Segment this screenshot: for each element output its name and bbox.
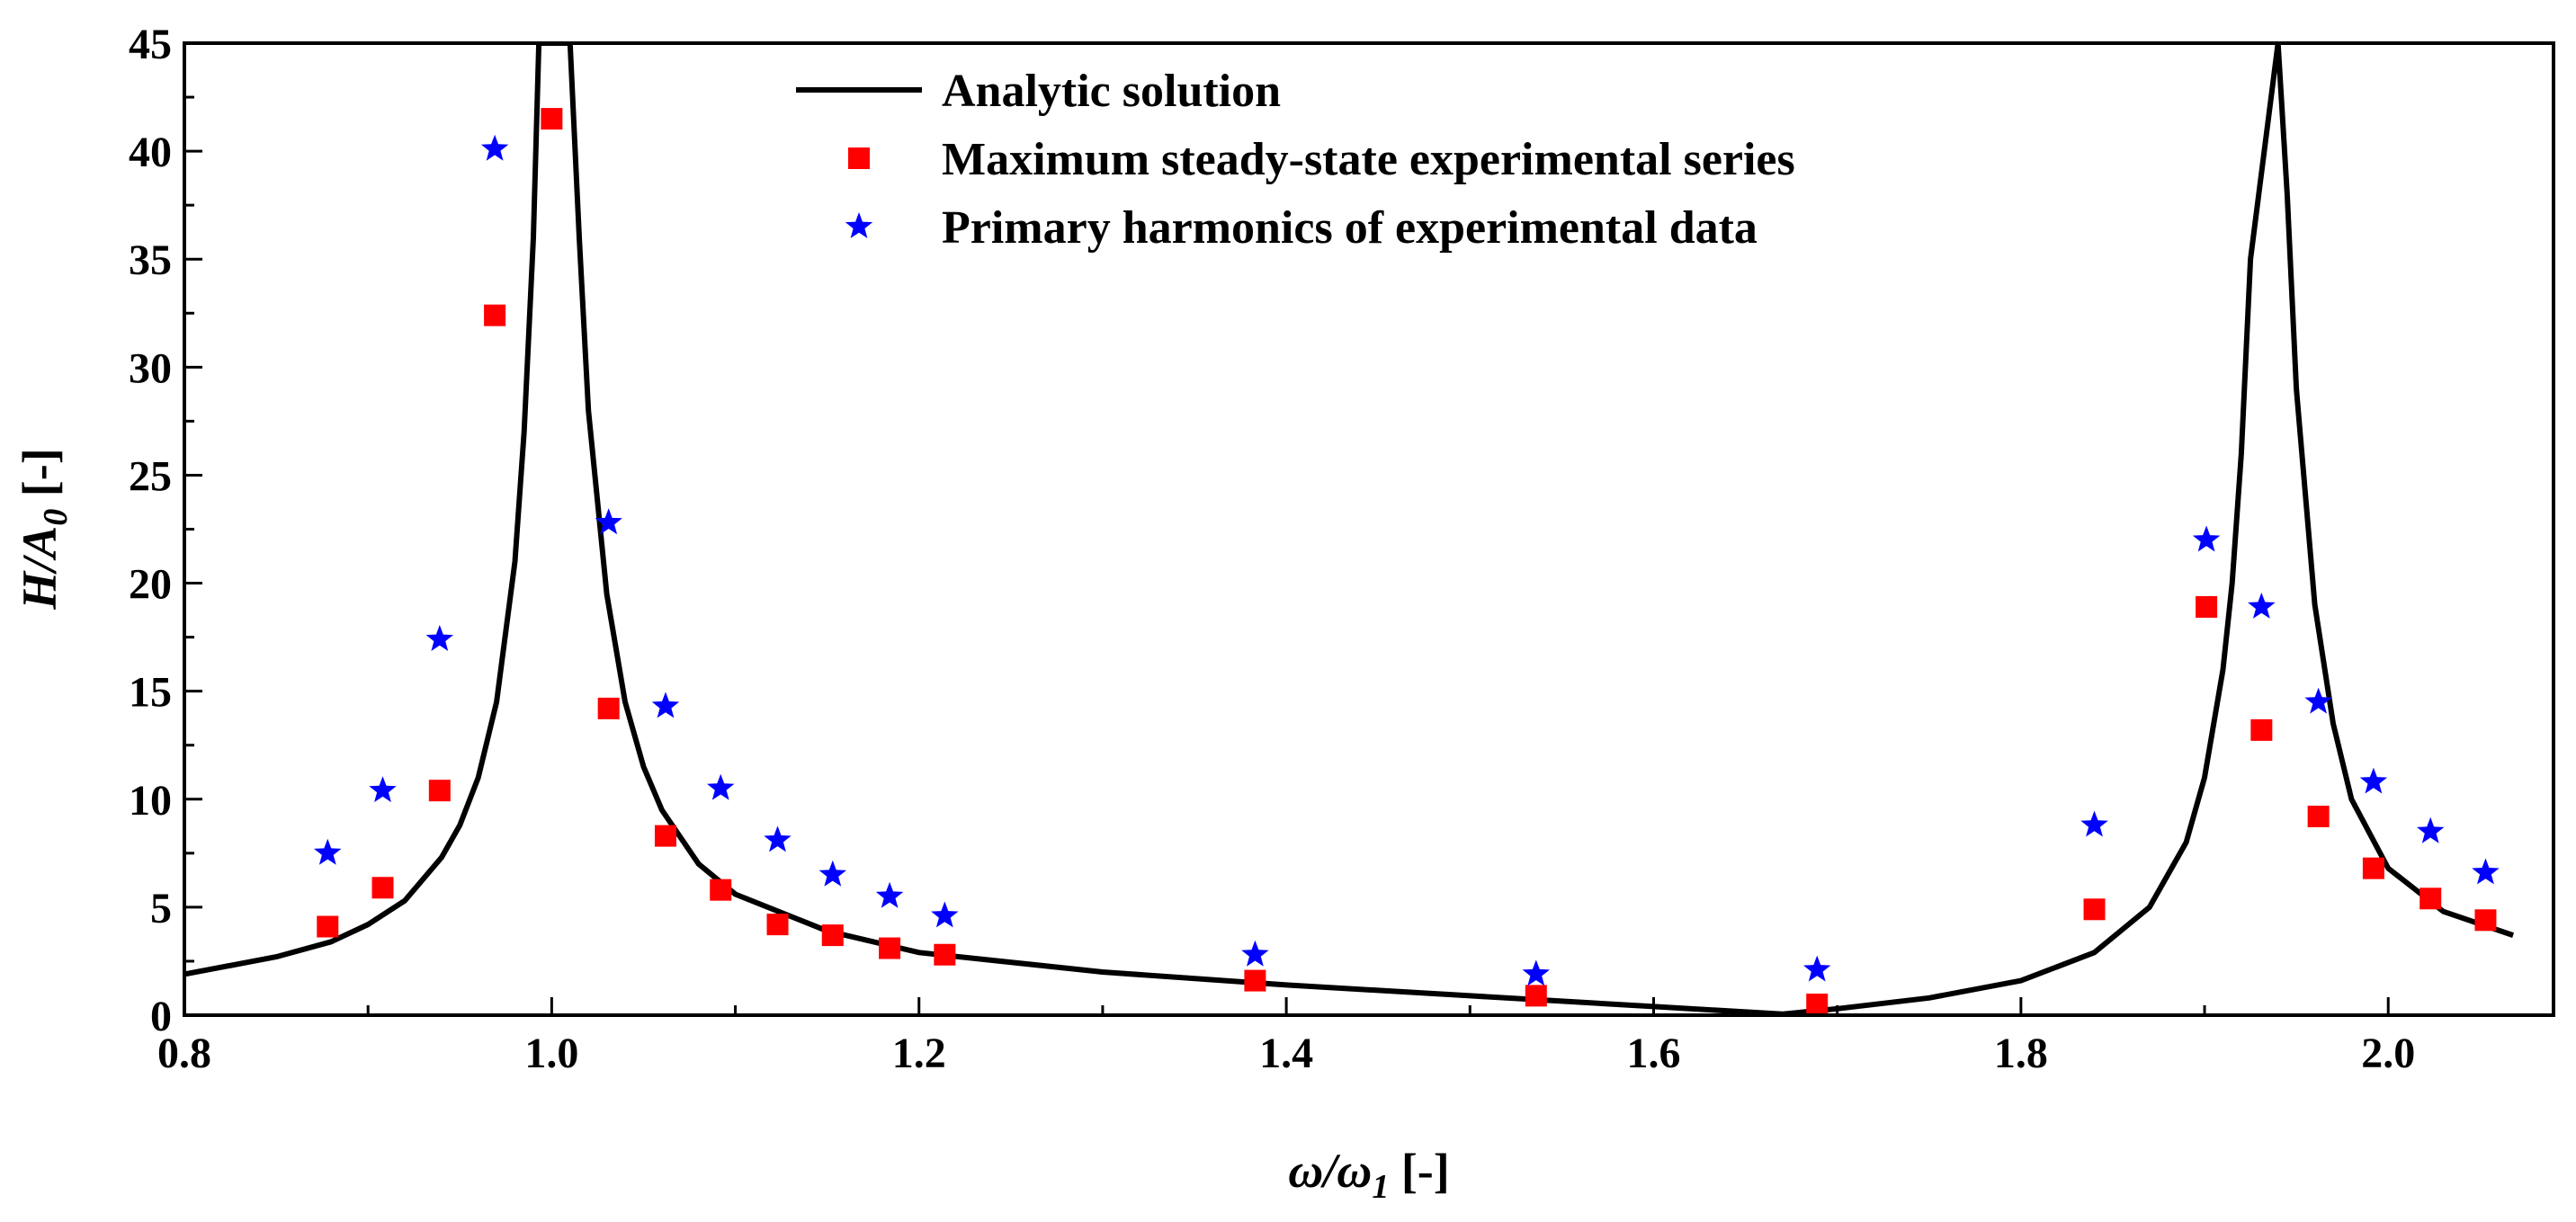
harmonic-point bbox=[369, 776, 397, 803]
legend-star-marker bbox=[845, 212, 873, 238]
harmonic-point bbox=[2080, 810, 2108, 837]
y-axis-label: H/A0 [-] bbox=[13, 448, 75, 610]
x-tick-label: 2.0 bbox=[2361, 1030, 2415, 1077]
steady-state-point bbox=[317, 915, 339, 938]
harmonic-point bbox=[875, 881, 904, 908]
steady-state-point bbox=[710, 879, 732, 901]
harmonic-point bbox=[818, 860, 846, 887]
steady-state-point bbox=[2307, 805, 2330, 827]
steady-state-point bbox=[597, 697, 620, 719]
x-tick-label: 1.6 bbox=[1626, 1030, 1680, 1077]
y-tick-label: 20 bbox=[129, 561, 172, 609]
steady-state-point bbox=[879, 937, 901, 959]
steady-state-point bbox=[2196, 595, 2218, 618]
harmonic-point bbox=[2417, 816, 2445, 843]
harmonic-point bbox=[931, 901, 959, 928]
steady-state-point bbox=[1244, 969, 1266, 992]
harmonic-point bbox=[764, 825, 792, 852]
harmonic-point bbox=[707, 773, 735, 800]
steady-state-point bbox=[2083, 898, 2106, 921]
y-tick-label: 30 bbox=[129, 344, 172, 392]
y-tick-label: 35 bbox=[129, 236, 172, 284]
steady-state-point bbox=[541, 108, 563, 130]
x-axis-label: ω/ω1 [-] bbox=[1288, 1144, 1450, 1206]
steady-state-point bbox=[766, 914, 789, 936]
steady-state-point bbox=[654, 825, 676, 847]
y-tick-label: 15 bbox=[129, 669, 172, 717]
steady-state-point bbox=[2362, 857, 2384, 879]
x-tick-label: 1.4 bbox=[1259, 1030, 1313, 1077]
legend-label-analytic: Analytic solution bbox=[942, 66, 1281, 117]
harmonic-point bbox=[2472, 858, 2500, 885]
analytic-solution-line bbox=[184, 43, 2515, 1015]
harmonic-point bbox=[2192, 525, 2221, 552]
harmonic-point bbox=[595, 508, 622, 535]
steady-state-point bbox=[371, 877, 394, 899]
steady-state-point bbox=[2250, 718, 2273, 741]
harmonic-point bbox=[2304, 687, 2332, 714]
steady-state-point bbox=[428, 780, 451, 802]
y-tick-label: 0 bbox=[150, 993, 172, 1040]
steady-state-point bbox=[2474, 909, 2497, 932]
steady-state-point bbox=[2419, 888, 2442, 910]
legend: Analytic solution Maximum steady-state e… bbox=[796, 66, 1795, 254]
steady-state-point bbox=[1525, 985, 1547, 1007]
legend-label-steady-state: Maximum steady-state experimental series bbox=[942, 134, 1795, 185]
legend-square-marker bbox=[848, 147, 870, 169]
harmonic-point bbox=[1803, 955, 1831, 982]
x-tick-label: 1.2 bbox=[892, 1030, 946, 1077]
y-tick-label: 45 bbox=[129, 21, 172, 68]
harmonic-point bbox=[1522, 959, 1550, 986]
steady-state-point bbox=[934, 943, 956, 966]
y-tick-label: 10 bbox=[129, 777, 172, 825]
harmonic-point bbox=[2248, 593, 2276, 619]
harmonic-point bbox=[2359, 767, 2388, 794]
steady-state-point bbox=[1806, 993, 1829, 1015]
x-tick-label: 1.0 bbox=[524, 1030, 578, 1077]
y-tick-label: 25 bbox=[129, 452, 172, 500]
legend-label-harmonics: Primary harmonics of experimental data bbox=[942, 202, 1758, 254]
steady-state-point bbox=[484, 304, 506, 326]
plot-area bbox=[184, 43, 2515, 1015]
y-tick-label: 40 bbox=[129, 129, 172, 176]
x-tick-label: 0.8 bbox=[157, 1030, 211, 1077]
x-tick-label: 1.8 bbox=[1994, 1030, 2048, 1077]
steady-state-point bbox=[821, 924, 844, 947]
y-tick-label: 5 bbox=[150, 885, 172, 932]
axis-ticks: 0.8 1.0 1.2 1.4 1.6 1.8 2.0 0 5 10 15 20 25 30 35 40 45 bbox=[129, 21, 2415, 1077]
harmonic-point bbox=[425, 625, 453, 651]
harmonic-point bbox=[1241, 940, 1269, 967]
harmonic-point bbox=[480, 134, 509, 161]
harmonic-point bbox=[314, 838, 342, 865]
harmonic-point bbox=[651, 691, 680, 718]
